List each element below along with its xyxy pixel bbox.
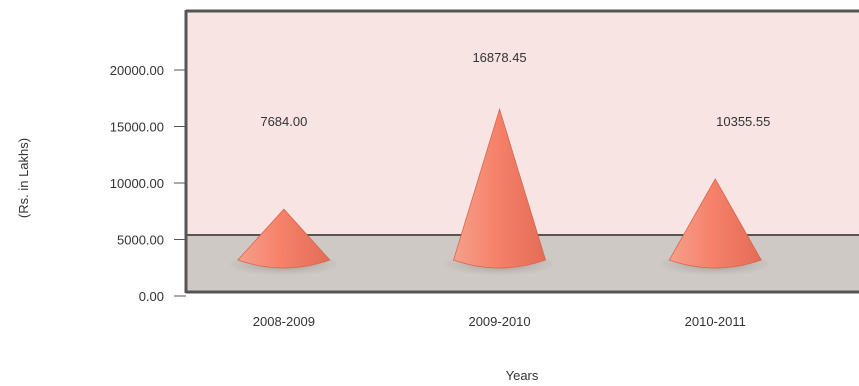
y-tick-label: 0.00 <box>139 289 164 304</box>
cone-mark <box>668 178 762 269</box>
y-tick-label: 10000.00 <box>110 176 164 191</box>
y-tick-label: 20000.00 <box>110 63 164 78</box>
y-tick-label: 5000.00 <box>117 233 164 248</box>
chart-marks: 7684.00 16878.45 10355.55 <box>229 50 770 275</box>
data-label: 16878.45 <box>472 50 526 65</box>
x-tick-label: 2008-2009 <box>253 314 315 329</box>
x-axis-title: Years <box>506 368 539 383</box>
y-axis-ticks: 0.00 5000.00 10000.00 15000.00 20000.00 <box>110 63 186 304</box>
x-tick-label: 2009-2010 <box>468 314 530 329</box>
cone-mark <box>453 107 547 269</box>
y-tick-label: 15000.00 <box>110 120 164 135</box>
y-axis-title: (Rs. in Lakhs) <box>16 138 31 218</box>
data-label: 7684.00 <box>260 114 307 129</box>
x-tick-label: 2010-2011 <box>685 314 746 329</box>
data-label: 10355.55 <box>716 114 770 129</box>
x-axis-ticks: 2008-2009 2009-2010 2010-2011 <box>253 314 746 329</box>
cone-mark <box>237 208 331 269</box>
